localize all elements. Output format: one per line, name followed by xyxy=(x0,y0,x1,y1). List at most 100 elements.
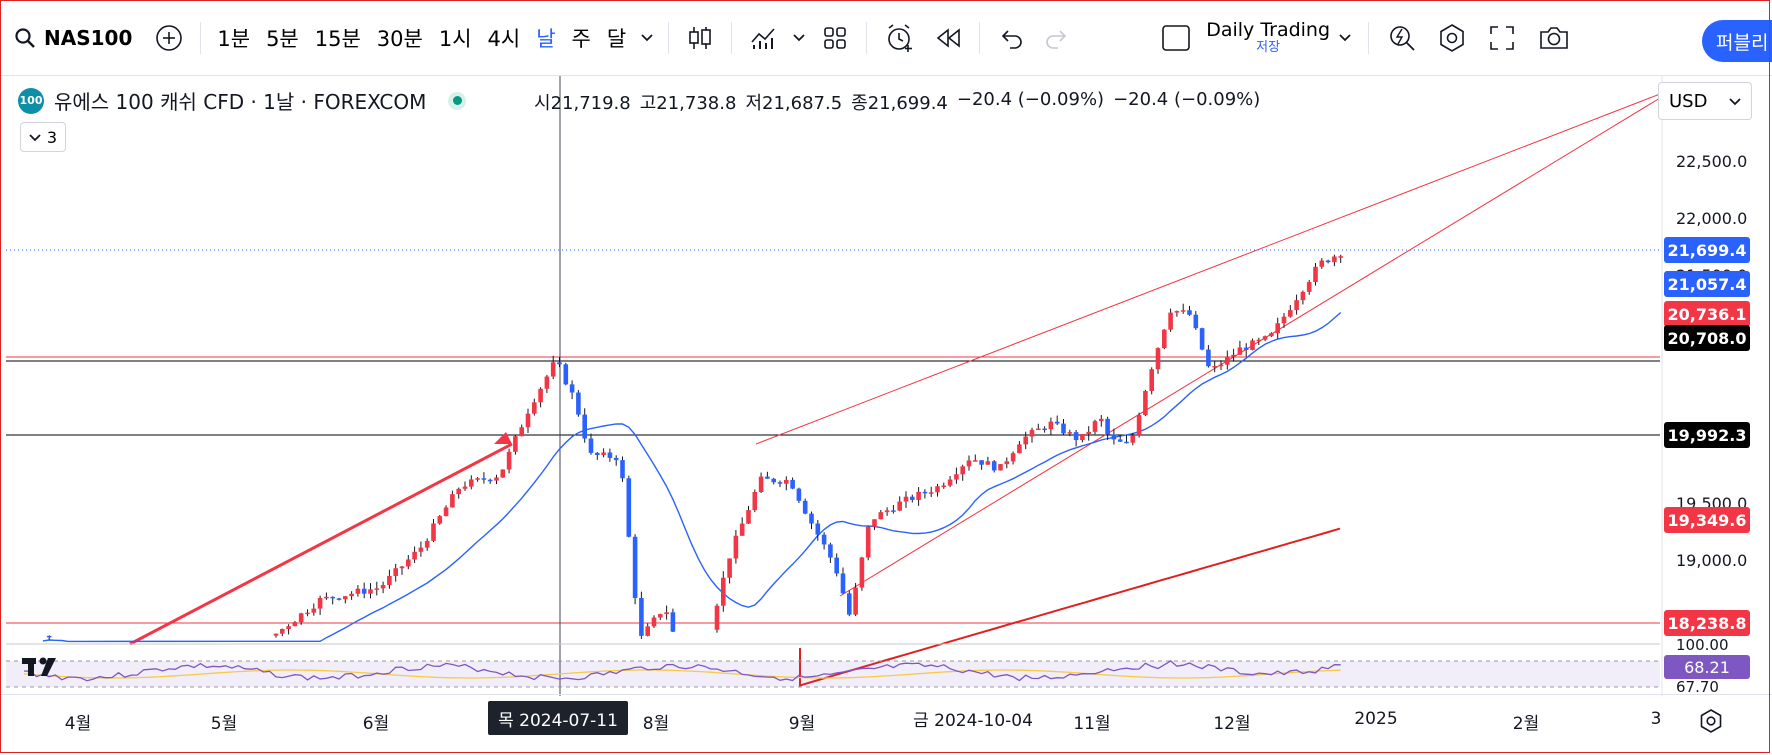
wedge-lower-line[interactable] xyxy=(839,97,1661,597)
candle-body xyxy=(1262,336,1268,340)
currency-select[interactable]: USD xyxy=(1658,82,1752,120)
rsi-line[interactable] xyxy=(23,660,1341,682)
candle-body xyxy=(758,476,764,493)
candles[interactable] xyxy=(46,254,1343,640)
legend-title[interactable]: 유에스 100 캐쉬 CFD · 1날 · FOREXCOM xyxy=(54,90,427,114)
wedge-upper-line[interactable] xyxy=(755,93,1661,445)
candle-body xyxy=(639,597,644,636)
redo-button[interactable] xyxy=(1034,18,1080,58)
interval-30m[interactable]: 30분 xyxy=(376,26,423,51)
layout-name[interactable]: Daily Trading 저장 xyxy=(1206,20,1330,55)
time-axis[interactable]: 4월 5월 6월 목 2024-07-11 8월 9월 금 2024-10-04… xyxy=(0,694,1772,752)
market-status-icon[interactable] xyxy=(448,91,467,110)
candle-body xyxy=(1143,390,1148,416)
layout-select-button[interactable] xyxy=(1154,18,1198,58)
rsi-moving-average xyxy=(23,669,1341,679)
candle-body xyxy=(1332,256,1337,263)
undo-button[interactable] xyxy=(988,18,1034,58)
alert-button[interactable] xyxy=(875,18,925,58)
indicators-icon xyxy=(751,27,775,49)
close-value: 21,699.4 xyxy=(867,93,948,114)
candle-body xyxy=(979,460,984,465)
ohlc-values: 시21,719.8 고21,738.8 저21,687.5 종21,699.4 … xyxy=(534,89,1260,115)
replay-button[interactable] xyxy=(925,18,971,58)
candle-body xyxy=(1319,260,1325,267)
candle-body xyxy=(1105,418,1110,435)
candle-body xyxy=(374,588,380,590)
candle-body xyxy=(1162,329,1167,349)
interval-4h[interactable]: 4시 xyxy=(487,26,521,51)
candle-body xyxy=(991,461,997,471)
candle-body xyxy=(966,460,972,467)
candle-body xyxy=(721,577,726,606)
snapshot-button[interactable] xyxy=(1527,18,1581,58)
settings-button[interactable] xyxy=(1427,18,1477,58)
candle-body xyxy=(954,474,959,480)
change-value-2: −20.4 (−0.09%) xyxy=(1113,89,1261,110)
price-badge-ma-value xyxy=(1664,271,1750,297)
price-badge-last-price xyxy=(1664,237,1750,263)
candle-body xyxy=(941,485,947,488)
separator xyxy=(668,21,670,54)
candle-body xyxy=(544,376,550,389)
chart-type-button[interactable] xyxy=(677,18,723,58)
candle-body xyxy=(859,557,865,588)
long-moving-average[interactable] xyxy=(799,527,1341,687)
chevron-down-icon xyxy=(29,133,41,141)
candle-body xyxy=(1036,428,1041,431)
time-label-nov: 11월 xyxy=(1073,714,1111,734)
templates-button[interactable] xyxy=(812,18,858,58)
indicators-dropdown[interactable] xyxy=(786,18,812,58)
candle-body xyxy=(878,512,884,520)
candle-body xyxy=(821,534,827,545)
tradingview-logo[interactable] xyxy=(22,657,56,677)
quick-search-button[interactable] xyxy=(1377,18,1427,58)
axis-settings-icon[interactable] xyxy=(1697,707,1725,735)
candle-body xyxy=(563,364,569,385)
price-badge-text: 19,349.6 xyxy=(1668,511,1747,530)
interval-1M[interactable]: 달 xyxy=(606,26,627,51)
legend-collapse-button[interactable]: 3 xyxy=(20,122,66,152)
close-label: 종 xyxy=(851,93,868,114)
candle-body xyxy=(273,633,279,636)
candle-body xyxy=(418,547,424,552)
interval-1w[interactable]: 주 xyxy=(571,26,591,51)
high-value: 21,738.8 xyxy=(656,93,737,114)
symbol-search[interactable]: NAS100 xyxy=(0,26,146,50)
fullscreen-button[interactable] xyxy=(1477,18,1527,58)
candle-body xyxy=(588,438,594,453)
candle-body xyxy=(286,626,291,630)
candle-body xyxy=(777,482,783,484)
time-label-feb: 2월 xyxy=(1512,714,1540,734)
grid-icon xyxy=(824,26,847,49)
publish-button[interactable]: 퍼블리 xyxy=(1702,20,1772,62)
candle-body xyxy=(538,388,543,403)
candle-body xyxy=(771,478,776,483)
interval-1h[interactable]: 1시 xyxy=(438,26,472,51)
price-axis[interactable] xyxy=(1662,76,1772,696)
candle-body xyxy=(456,488,461,495)
candle-body xyxy=(796,488,802,501)
interval-1d[interactable]: 날 xyxy=(536,26,556,51)
interval-5m[interactable]: 5분 xyxy=(266,26,299,51)
moving-average[interactable] xyxy=(42,311,1342,643)
interval-1m[interactable]: 1분 xyxy=(217,26,251,51)
compare-add-button[interactable] xyxy=(146,18,192,58)
candle-body xyxy=(733,535,739,559)
candle-body xyxy=(1288,310,1293,317)
indicators-button[interactable] xyxy=(740,18,786,58)
trend-arrow-line[interactable] xyxy=(129,442,513,646)
candle-body xyxy=(406,559,411,567)
interval-dropdown[interactable] xyxy=(634,18,660,58)
layout-dropdown[interactable] xyxy=(1330,18,1360,58)
candle-body xyxy=(519,427,524,437)
candle-body xyxy=(872,519,877,527)
candle-body xyxy=(462,486,468,489)
candle-body xyxy=(1054,421,1060,424)
interval-15m[interactable]: 15분 xyxy=(314,26,361,51)
candle-body xyxy=(298,613,304,623)
candle-body xyxy=(765,476,770,479)
candle-body xyxy=(613,457,619,461)
price-chart[interactable]: 22,500.022,000.021,500.019,500.019,000.0… xyxy=(0,76,1772,696)
price-badge-text: 21,057.4 xyxy=(1668,275,1747,294)
